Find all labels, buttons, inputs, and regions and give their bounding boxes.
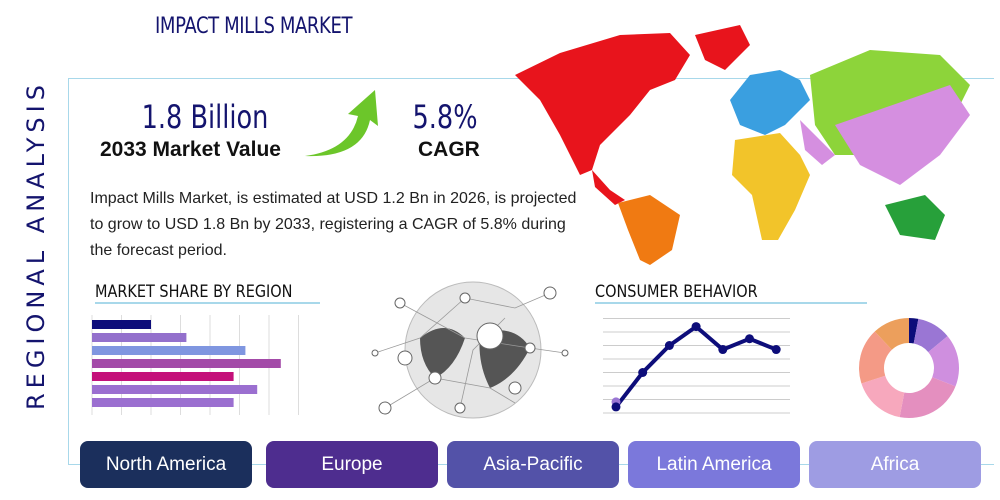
map-greenland — [695, 25, 750, 70]
heading-underline — [595, 302, 867, 304]
heading-underline — [95, 302, 320, 304]
region-button-north-america[interactable]: North America — [80, 441, 252, 488]
map-central-america — [592, 170, 625, 205]
region-label: Latin America — [656, 453, 772, 475]
market-value-label: 2033 Market Value — [100, 138, 281, 161]
data-point — [745, 334, 754, 344]
bar — [92, 398, 234, 407]
region-label: North America — [105, 453, 227, 475]
donut-slice — [928, 336, 959, 387]
cagr-label: CAGR — [418, 138, 480, 161]
donut-slice — [899, 377, 956, 418]
data-point — [771, 345, 781, 355]
growth-arrow-icon — [305, 90, 378, 157]
data-point — [638, 368, 648, 377]
map-middle-east — [800, 120, 835, 165]
region-button-asia-pacific[interactable]: Asia-Pacific — [447, 441, 619, 488]
map-north-america — [515, 33, 690, 175]
world-map — [515, 25, 970, 265]
market-share-bar-chart — [91, 315, 299, 415]
bar — [92, 320, 151, 329]
page-title: IMPACT MILLS MARKET — [155, 14, 353, 39]
bar — [92, 333, 187, 342]
map-europe — [730, 70, 810, 135]
market-share-heading: MARKET SHARE BY REGION — [95, 282, 293, 302]
bar — [92, 346, 246, 355]
market-value: 1.8 Billion — [141, 98, 269, 136]
region-button-africa[interactable]: Africa — [809, 441, 981, 488]
cagr-value: 5.8% — [412, 98, 478, 136]
map-australia — [885, 195, 945, 240]
consumer-heading: CONSUMER BEHAVIOR — [595, 282, 758, 302]
region-button-latin-america[interactable]: Latin America — [628, 441, 800, 488]
donut-slice — [909, 318, 919, 344]
bar — [92, 359, 281, 368]
donut-slice — [861, 375, 905, 418]
data-point — [691, 322, 701, 332]
map-africa — [732, 133, 810, 240]
consumer-line-chart — [603, 318, 790, 414]
market-description: Impact Mills Market, is estimated at USD… — [90, 190, 577, 259]
data-point — [718, 345, 728, 355]
region-label: Asia-Pacific — [483, 453, 583, 475]
donut-slice — [913, 318, 948, 353]
side-label: REGIONAL ANALYSIS — [22, 80, 50, 410]
network-globe-icon — [371, 281, 569, 419]
map-south-asia — [835, 85, 970, 185]
region-button-europe[interactable]: Europe — [266, 441, 438, 488]
data-point — [664, 341, 674, 350]
data-point — [611, 402, 621, 412]
bar — [92, 372, 234, 381]
bar — [92, 385, 258, 394]
region-label: Africa — [870, 453, 920, 475]
map-south-america — [618, 195, 680, 265]
donut-slice — [874, 318, 909, 350]
donut-slice — [859, 331, 892, 384]
consumer-donut-chart — [859, 318, 959, 418]
region-label: Europe — [321, 453, 383, 475]
